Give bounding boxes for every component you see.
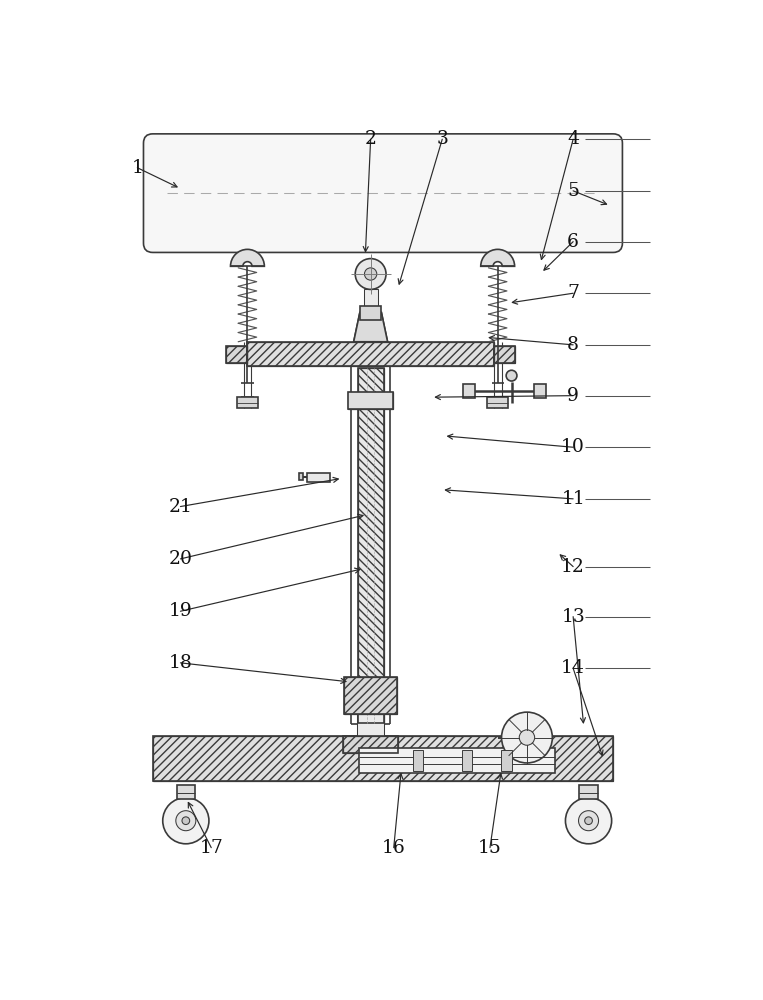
- Circle shape: [175, 811, 196, 831]
- Text: 9: 9: [567, 387, 579, 405]
- Bar: [226, 346, 247, 363]
- Circle shape: [163, 798, 209, 844]
- Bar: [343, 736, 398, 753]
- Bar: [501, 750, 512, 771]
- Text: 2: 2: [365, 130, 377, 148]
- Text: 17: 17: [199, 839, 224, 857]
- Bar: [358, 368, 384, 723]
- Text: 18: 18: [169, 654, 192, 672]
- Text: 13: 13: [562, 608, 585, 626]
- Bar: [534, 384, 546, 398]
- Text: 5: 5: [567, 182, 579, 200]
- Bar: [358, 368, 384, 723]
- Text: 16: 16: [382, 839, 406, 857]
- Text: 10: 10: [562, 438, 585, 456]
- Circle shape: [565, 798, 612, 844]
- Text: 4: 4: [567, 130, 579, 148]
- Text: 14: 14: [562, 659, 585, 677]
- Circle shape: [520, 730, 535, 745]
- Text: 7: 7: [567, 284, 579, 302]
- Bar: [348, 392, 393, 409]
- Bar: [462, 750, 472, 771]
- Circle shape: [501, 712, 552, 763]
- Bar: [226, 346, 247, 363]
- Wedge shape: [481, 249, 514, 266]
- Circle shape: [182, 817, 190, 825]
- Text: 15: 15: [478, 839, 502, 857]
- Circle shape: [365, 268, 377, 280]
- Bar: [176, 785, 195, 799]
- Text: 8: 8: [567, 336, 579, 354]
- Bar: [579, 785, 597, 799]
- Bar: [153, 736, 613, 781]
- FancyBboxPatch shape: [143, 134, 623, 252]
- Bar: [463, 384, 475, 398]
- Circle shape: [584, 817, 592, 825]
- Bar: [487, 397, 508, 408]
- Bar: [348, 392, 393, 409]
- Bar: [413, 750, 423, 771]
- Bar: [359, 748, 555, 773]
- Bar: [360, 306, 382, 320]
- Circle shape: [356, 259, 386, 289]
- Bar: [494, 346, 515, 363]
- Text: 6: 6: [567, 233, 579, 251]
- Bar: [307, 473, 330, 482]
- Bar: [237, 397, 258, 408]
- Bar: [153, 736, 613, 781]
- Text: 11: 11: [562, 490, 585, 508]
- Bar: [494, 346, 515, 363]
- Text: 12: 12: [562, 558, 585, 576]
- Circle shape: [506, 370, 517, 381]
- Text: 1: 1: [131, 159, 143, 177]
- Circle shape: [578, 811, 598, 831]
- Bar: [364, 289, 378, 342]
- Polygon shape: [354, 312, 388, 342]
- Bar: [343, 736, 398, 753]
- Bar: [344, 677, 397, 714]
- Bar: [357, 714, 385, 736]
- Wedge shape: [230, 249, 264, 266]
- Text: 21: 21: [169, 498, 192, 516]
- Bar: [247, 342, 494, 366]
- Bar: [344, 677, 397, 714]
- Text: 20: 20: [169, 550, 192, 568]
- Text: 3: 3: [436, 130, 448, 148]
- Text: 19: 19: [169, 602, 192, 620]
- Polygon shape: [354, 312, 388, 342]
- Bar: [299, 473, 303, 480]
- Bar: [247, 342, 494, 366]
